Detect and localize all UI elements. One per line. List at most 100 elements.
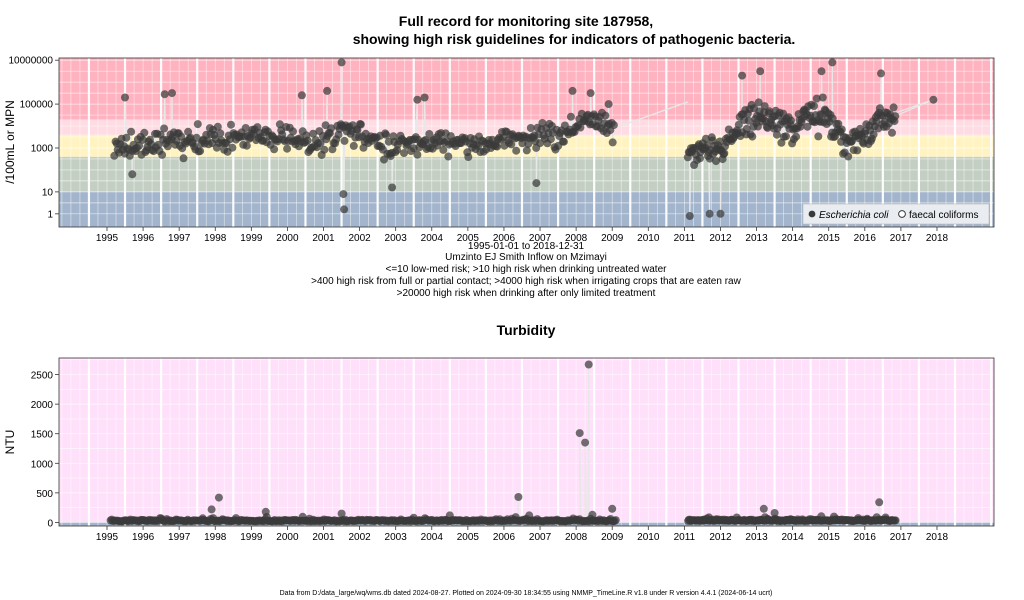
- legend-ecoli-marker: [808, 210, 816, 218]
- legend-ecoli-label: Escherichia coli: [819, 210, 889, 221]
- ecoli-point: [507, 140, 516, 149]
- x-tick-label: 2016: [854, 532, 877, 543]
- y-tick-label: 2500: [31, 371, 54, 382]
- x-tick-label: 1995: [96, 532, 119, 543]
- ecoli-point: [586, 89, 595, 98]
- y-tick-label: 1500: [31, 430, 54, 441]
- ecoli-point: [512, 146, 521, 155]
- x-tick-label: 2009: [601, 532, 624, 543]
- ecoli-point: [601, 111, 610, 120]
- x-tick-label: 2005: [457, 233, 480, 244]
- turbidity-x-axis: 1995 1996 1997 1998 1999 2000 2001 2002 2003 2004…: [96, 526, 949, 543]
- ecoli-point: [748, 132, 757, 141]
- legend-faecal-label: faecal coliforms: [909, 210, 978, 221]
- turbidity-point: [337, 509, 346, 518]
- ecoli-point: [792, 132, 801, 141]
- ecoli-point: [439, 145, 448, 154]
- risk-band-1: [59, 156, 994, 192]
- ecoli-point: [135, 141, 143, 150]
- ecoli-point: [160, 124, 169, 133]
- turbidity-point: [611, 516, 620, 525]
- ecoli-point: [316, 139, 325, 147]
- risk-note-3: >20000 high risk when drinking after onl…: [397, 288, 656, 299]
- x-tick-label: 2017: [890, 233, 913, 244]
- ecoli-point: [837, 125, 846, 134]
- x-tick-label: 2016: [854, 233, 877, 244]
- ecoli-point: [817, 67, 826, 76]
- ecoli-point: [720, 149, 729, 158]
- ecoli-point: [705, 209, 714, 218]
- x-tick-label: 2002: [348, 233, 371, 244]
- x-tick-label: 2005: [457, 532, 480, 543]
- ecoli-point: [782, 132, 790, 141]
- x-tick-label: 2006: [493, 532, 516, 543]
- turbidity-band-1: [59, 358, 994, 523]
- turbidity-point: [608, 504, 617, 513]
- bacteria-x-axis: 1995 1996 1997 1998 1999 2000 2001 2002 2003 2004…: [96, 227, 949, 244]
- bacteria-y-label: /100mL or MPN: [3, 100, 17, 184]
- x-tick-label: 2000: [276, 532, 299, 543]
- x-tick-label: 2018: [926, 233, 949, 244]
- ecoli-point: [803, 122, 812, 131]
- x-tick-label: 2012: [709, 233, 732, 244]
- x-tick-label: 2009: [601, 233, 624, 244]
- y-tick-label: 1000: [31, 143, 54, 154]
- ecoli-point: [844, 152, 853, 161]
- turbidity-point: [207, 505, 216, 514]
- ecoli-point: [349, 141, 358, 150]
- ecoli-point: [340, 205, 349, 214]
- ecoli-point: [738, 71, 747, 80]
- ecoli-point: [253, 123, 262, 132]
- ecoli-point: [388, 183, 397, 192]
- ecoli-point: [754, 98, 763, 107]
- x-tick-label: 1996: [132, 233, 155, 244]
- bacteria-plot-border: [58, 57, 995, 228]
- faecal-trend-0: [613, 101, 689, 129]
- site-name: Umzinto EJ Smith Inflow on Mzimayi: [445, 252, 607, 263]
- turbidity-title: Turbidity: [497, 322, 556, 338]
- x-tick-label: 2015: [818, 233, 841, 244]
- ecoli-point: [787, 116, 795, 125]
- turbidity-point: [875, 498, 884, 507]
- ecoli-point: [121, 93, 129, 102]
- ecoli-point: [828, 58, 837, 67]
- x-tick-label: 2003: [385, 532, 408, 543]
- legend: Escherichia coli faecal coliforms: [802, 203, 990, 225]
- x-tick-label: 1996: [132, 532, 155, 543]
- x-tick-label: 2008: [565, 233, 588, 244]
- x-tick-label: 2007: [529, 233, 552, 244]
- ecoli-point: [303, 136, 312, 145]
- ecoli-point: [869, 130, 878, 139]
- x-tick-label: 2001: [312, 532, 335, 543]
- ecoli-point: [559, 137, 568, 146]
- x-tick-label: 1999: [240, 532, 263, 543]
- ecoli-point: [814, 132, 823, 141]
- ecoli-point: [818, 93, 827, 102]
- turbidity-points: [106, 360, 900, 526]
- x-tick-label: 2000: [276, 233, 299, 244]
- ecoli-point: [522, 146, 531, 155]
- ecoli-point: [380, 155, 388, 164]
- x-tick-label: 2015: [818, 532, 841, 543]
- ecoli-point: [413, 150, 422, 159]
- ecoli-point: [193, 120, 202, 129]
- y-tick-label: 2000: [31, 400, 54, 411]
- ecoli-point: [568, 86, 577, 95]
- ecoli-point: [444, 152, 453, 161]
- turbidity-y-axis: 2500 2000 1500 1000 500 0: [31, 371, 59, 529]
- ecoli-point: [140, 128, 149, 137]
- ecoli-point: [696, 154, 704, 163]
- ecoli-point: [297, 91, 306, 100]
- ecoli-point: [608, 138, 617, 147]
- risk-note-2: >400 high risk from full or partial cont…: [311, 276, 741, 287]
- ecoli-point: [685, 212, 694, 220]
- ecoli-point: [270, 145, 279, 154]
- ecoli-point: [323, 86, 332, 95]
- x-tick-label: 2014: [782, 532, 805, 543]
- ecoli-point: [154, 140, 163, 149]
- x-tick-label: 1998: [204, 233, 227, 244]
- x-tick-label: 2004: [421, 233, 444, 244]
- ecoli-point: [425, 130, 434, 138]
- ecoli-point: [227, 120, 235, 129]
